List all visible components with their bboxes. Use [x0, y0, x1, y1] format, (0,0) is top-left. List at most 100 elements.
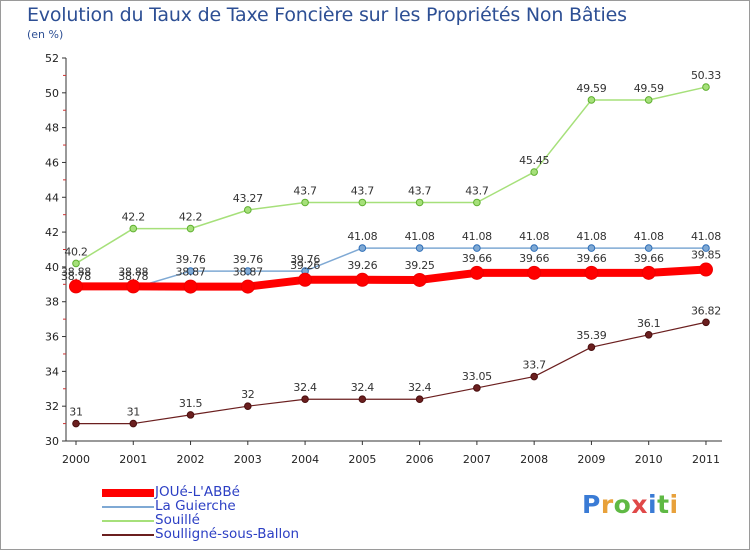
data-point-souill: [415, 198, 424, 207]
legend-label-joue: JOUé-L'ABBé: [155, 484, 240, 500]
data-label-soullign-sous-ballon: 33.05: [462, 370, 492, 383]
data-label-jou-l-abb: 38.87: [176, 266, 206, 279]
x-tick-label: 2009: [577, 453, 605, 466]
data-label-la-guierche: 39.76: [290, 253, 320, 266]
data-label-jou-l-abb: 39.85: [691, 249, 721, 262]
data-point-la-guierche: [530, 244, 538, 252]
data-label-souill: 40.2: [64, 245, 87, 258]
data-label-souill: 45.45: [519, 154, 549, 167]
legend-item-souille: Souillé: [102, 512, 362, 528]
data-point-souill: [244, 206, 252, 214]
series-line-la-guierche: [75, 247, 707, 289]
legend-label-souille: Souillé: [155, 512, 200, 528]
x-tick-label: 2001: [119, 453, 147, 466]
data-point-soullign-sous-ballon: [358, 395, 367, 404]
data-label-la-guierche: 41.08: [519, 230, 549, 243]
y-tick-label: 40: [45, 261, 59, 274]
data-point-souill: [587, 96, 596, 104]
data-point-soullign-sous-ballon: [702, 318, 710, 327]
data-point-jou-l-abb: [240, 279, 255, 294]
data-label-souill: 42.2: [122, 211, 145, 224]
data-point-jou-l-abb: [126, 279, 141, 294]
data-point-la-guierche: [644, 244, 653, 252]
data-label-jou-l-abb: 39.26: [347, 259, 377, 272]
data-label-souill: 49.59: [576, 82, 606, 95]
data-label-la-guierche: 38.78: [118, 270, 148, 283]
data-label-la-guierche: 41.08: [576, 230, 606, 243]
x-tick-label: 2002: [177, 453, 205, 466]
data-label-souill: 50.33: [691, 69, 721, 82]
data-label-soullign-sous-ballon: 32.4: [293, 381, 317, 394]
data-point-jou-l-abb: [527, 265, 542, 280]
data-label-jou-l-abb: 39.66: [462, 252, 492, 265]
legend-swatch-soulligne: [102, 534, 154, 536]
y-tick-label: 52: [45, 52, 59, 65]
data-point-soullign-sous-ballon: [644, 331, 653, 339]
data-label-soullign-sous-ballon: 32.4: [408, 381, 432, 394]
data-label-la-guierche: 41.08: [405, 230, 435, 243]
y-tick-label: 50: [45, 87, 59, 100]
y-tick-label: 30: [45, 435, 59, 448]
data-point-la-guierche: [587, 244, 596, 252]
x-tick-label: 2007: [463, 453, 491, 466]
logo-letter: i: [669, 490, 679, 519]
series-line-soullign-sous-ballon: [75, 321, 707, 425]
data-point-souill: [129, 224, 138, 233]
data-label-soullign-sous-ballon: 35.39: [576, 329, 606, 342]
data-point-souill: [186, 224, 195, 233]
data-label-soullign-sous-ballon: 33.7: [523, 359, 547, 372]
data-point-soullign-sous-ballon: [72, 419, 80, 428]
x-tick-label: 2000: [62, 453, 90, 466]
data-point-jou-l-abb: [183, 279, 198, 294]
data-label-soullign-sous-ballon: 31.5: [179, 397, 203, 410]
data-label-souill: 43.7: [408, 184, 432, 197]
logo-letter: t: [657, 490, 670, 519]
data-point-la-guierche: [702, 244, 710, 252]
data-point-la-guierche: [415, 244, 424, 252]
logo-letter: i: [648, 490, 658, 519]
data-point-soullign-sous-ballon: [186, 411, 195, 419]
data-label-soullign-sous-ballon: 31: [127, 406, 140, 419]
data-point-soullign-sous-ballon: [244, 402, 252, 410]
chart-title: Evolution du Taux de Taxe Foncière sur l…: [27, 4, 627, 26]
data-label-jou-l-abb: 39.26: [290, 259, 320, 272]
data-point-jou-l-abb: [69, 279, 83, 294]
y-tick-label: 36: [45, 331, 59, 344]
legend-swatch-souille: [102, 520, 154, 522]
series-line-jou-l-abb: [72, 265, 710, 291]
y-tick-label: 48: [45, 122, 59, 135]
data-label-souill: 49.59: [634, 82, 664, 95]
y-tick-label: 38: [45, 296, 59, 309]
legend-item-soulligne: Soulligné-sous-Ballon: [102, 526, 362, 542]
data-label-la-guierche: 41.08: [347, 230, 377, 243]
data-label-la-guierche: 39.76: [176, 253, 206, 266]
y-tick-label: 44: [45, 191, 59, 204]
x-tick-label: 2006: [406, 453, 434, 466]
data-point-soullign-sous-ballon: [129, 419, 138, 428]
data-label-la-guierche: 38.78: [61, 270, 91, 283]
x-tick-label: 2003: [234, 453, 262, 466]
data-point-souill: [301, 198, 309, 207]
x-tick-label: 2011: [692, 453, 720, 466]
legend: JOUé-L'ABBé La Guierche Souillé Soullign…: [102, 484, 362, 542]
logo-letter: o: [613, 490, 632, 519]
legend-swatch-la-guierche: [102, 506, 154, 508]
data-label-soullign-sous-ballon: 36.82: [691, 304, 721, 317]
data-point-la-guierche: [473, 244, 481, 252]
data-point-jou-l-abb: [469, 265, 484, 280]
series-line-souill: [75, 86, 707, 265]
data-point-souill: [72, 259, 80, 268]
legend-label-la-guierche: La Guierche: [155, 498, 236, 514]
data-label-la-guierche: 39.76: [233, 253, 263, 266]
logo-letter: P: [582, 490, 601, 519]
data-label-la-guierche: 41.08: [462, 230, 492, 243]
data-label-souill: 42.2: [179, 211, 202, 224]
data-point-soullign-sous-ballon: [415, 395, 424, 404]
data-label-la-guierche: 41.08: [634, 230, 664, 243]
legend-label-soulligne: Soulligné-sous-Ballon: [155, 526, 300, 542]
data-point-soullign-sous-ballon: [530, 372, 538, 381]
data-label-jou-l-abb: 38.88: [118, 265, 148, 278]
x-tick-label: 2005: [348, 453, 376, 466]
legend-swatch-joue: [102, 489, 154, 497]
data-label-jou-l-abb: 39.66: [634, 252, 664, 265]
